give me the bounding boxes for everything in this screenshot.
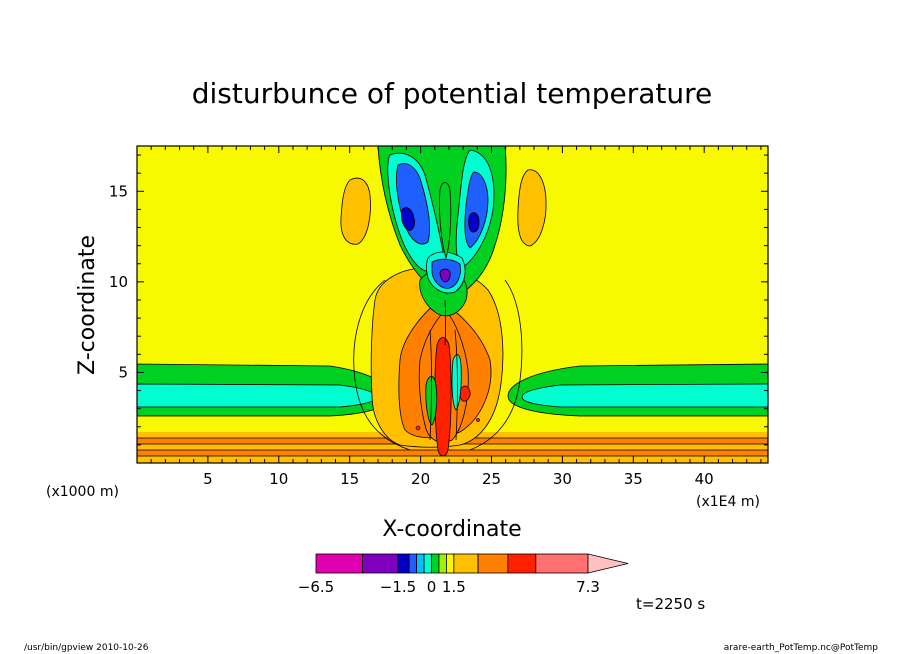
- y-unit-label: (x1000 m): [46, 484, 119, 500]
- colorbar-bin: [507, 553, 537, 574]
- plume-cold-strip-2: [451, 354, 462, 411]
- footer-left: /usr/bin/gpview 2010-10-26: [24, 643, 149, 653]
- y-tick-label: 15: [109, 182, 128, 200]
- x-tick-label: 5: [203, 470, 213, 488]
- upper-plume-darkblue-left: [400, 207, 415, 231]
- x-axis-title: X-coordinate: [382, 517, 521, 542]
- colorbar-bin: [438, 553, 447, 574]
- x-axis-ticks: 5 10 15 20 25 30 35 40: [150, 146, 762, 488]
- colorbar-bin: [423, 553, 432, 574]
- upper-plume-darkblue-right: [468, 212, 480, 233]
- plume-red-core: [434, 337, 452, 457]
- colorbar: [315, 553, 629, 574]
- colorbar-label: 0: [427, 578, 437, 596]
- colorbar-bin: [397, 553, 410, 574]
- colorbar-bin: [416, 553, 425, 574]
- colorbar-bin: [408, 553, 418, 574]
- contour-field: [137, 146, 768, 463]
- colorbar-bin: [477, 553, 509, 574]
- colorbar-label: −1.5: [380, 578, 416, 596]
- y-axis-title: Z-coordinate: [75, 235, 100, 375]
- colorbar-label: −6.5: [298, 578, 334, 596]
- colorbar-extension: [587, 553, 629, 574]
- colorbar-bin: [315, 553, 363, 574]
- x-tick-label: 40: [695, 470, 714, 488]
- x-tick-label: 15: [340, 470, 359, 488]
- surface-band-3: [137, 450, 768, 456]
- x-tick-label: 30: [553, 470, 572, 488]
- chart-title: disturbunce of potential temperature: [192, 77, 713, 110]
- colorbar-bin: [362, 553, 399, 574]
- colorbar-label: 7.3: [576, 578, 600, 596]
- y-axis-ticks: 5 10 15: [109, 154, 768, 446]
- colorbar-bin: [453, 553, 479, 574]
- y-tick-label: 10: [109, 273, 128, 291]
- x-unit-label: (x1E4 m): [696, 494, 760, 510]
- colorbar-bin: [431, 553, 440, 574]
- x-tick-label: 10: [269, 470, 288, 488]
- upper-plume-stem: [439, 182, 452, 260]
- colorbar-labels: −6.5 −1.5 0 1.5 7.3: [298, 578, 600, 596]
- colorbar-bin: [446, 553, 455, 574]
- footer-right: arare-earth_PotTemp.nc@PotTemp: [724, 643, 879, 653]
- surface-band-4: [137, 444, 768, 450]
- left-tongue-inner: [137, 383, 377, 408]
- time-label: t=2250 s: [636, 595, 705, 613]
- side-lobe-left: [340, 177, 371, 245]
- x-tick-label: 20: [411, 470, 430, 488]
- colorbar-bin: [535, 553, 589, 574]
- side-lobe-right: [517, 169, 547, 247]
- colorbar-label: 1.5: [442, 578, 466, 596]
- plot-frame: [136, 145, 769, 464]
- x-tick-label: 25: [482, 470, 501, 488]
- y-tick-label: 5: [118, 363, 128, 381]
- x-tick-label: 35: [624, 470, 643, 488]
- right-tongue-inner: [521, 383, 768, 408]
- upper-plume-purple: [439, 268, 451, 283]
